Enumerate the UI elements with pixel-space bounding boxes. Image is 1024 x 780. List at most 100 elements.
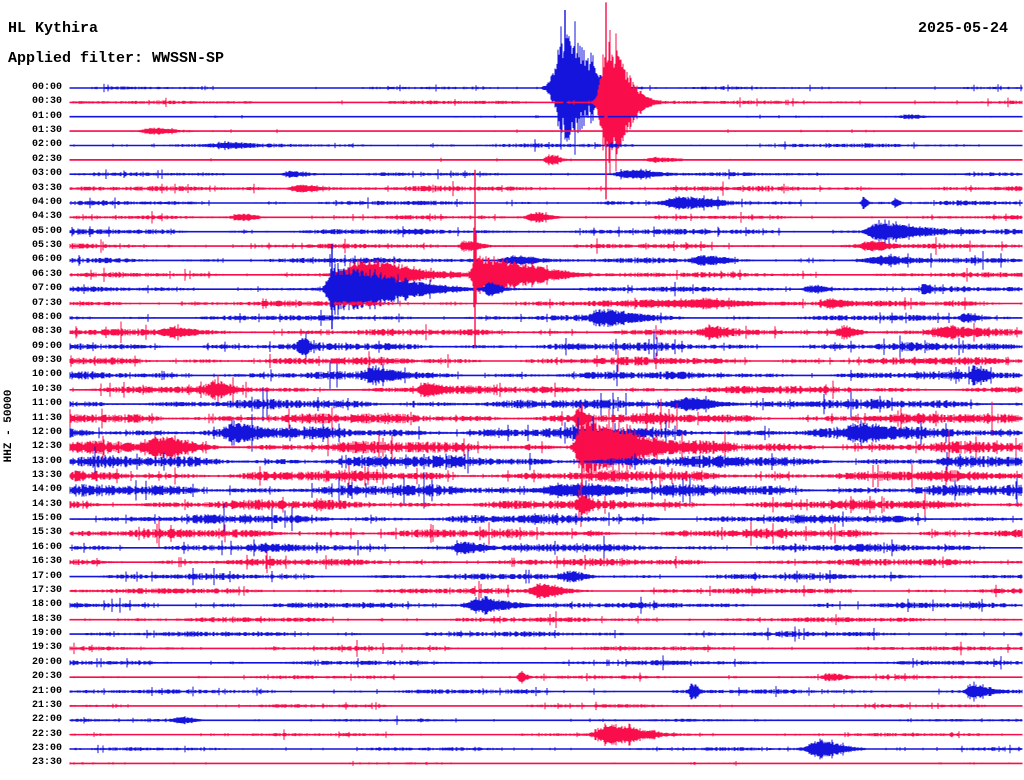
trace-row-0700: [69, 263, 1023, 316]
event-spike-0630: [473, 169, 477, 347]
trace-row-1730: [69, 581, 1023, 601]
trace-row-1100: [69, 387, 1023, 422]
trace-row-2000: [69, 655, 1023, 671]
trace-row-1400: [69, 472, 1023, 509]
date-label: 2025-05-24: [917, 20, 1008, 37]
time-label-0230: 02:30: [31, 153, 62, 165]
time-label-1330: 13:30: [31, 469, 62, 481]
time-label-1230: 12:30: [31, 441, 62, 453]
trace-row-0100: [69, 114, 1023, 120]
trace-row-2330: [69, 760, 1023, 766]
trace-row-1900: [69, 626, 1023, 642]
trace-row-1130: [69, 398, 1023, 439]
trace-row-0630: [69, 252, 1023, 298]
time-label-1830: 18:30: [31, 613, 62, 625]
trace-row-0800: [69, 308, 1023, 327]
time-label-0200: 02:00: [31, 139, 62, 151]
time-label-2230: 22:30: [31, 728, 62, 740]
trace-row-1700: [69, 568, 1023, 586]
time-label-1930: 19:30: [31, 642, 62, 654]
time-label-1100: 11:00: [31, 398, 62, 410]
trace-row-0830: [69, 321, 1023, 343]
time-label-2200: 22:00: [31, 714, 62, 726]
time-label-2130: 21:30: [31, 699, 62, 711]
trace-row-1000: [69, 361, 1023, 389]
trace-row-0200: [69, 139, 1023, 152]
time-label-2000: 20:00: [31, 656, 62, 668]
time-label-0030: 00:30: [31, 96, 62, 108]
time-label-0700: 07:00: [31, 283, 62, 295]
time-label-0430: 04:30: [31, 211, 62, 223]
time-label-0530: 05:30: [31, 240, 62, 252]
time-label-0830: 08:30: [31, 326, 62, 338]
trace-row-2200: [69, 715, 1023, 725]
time-label-0400: 04:00: [31, 196, 62, 208]
time-label-0500: 05:00: [31, 225, 62, 237]
time-label-1530: 15:30: [31, 527, 62, 539]
time-label-0630: 06:30: [31, 268, 62, 280]
trace-row-0300: [69, 168, 1023, 180]
trace-row-0900: [69, 331, 1023, 362]
trace-row-1600: [69, 535, 1023, 560]
trace-row-1830: [69, 611, 1023, 629]
time-label-0600: 06:00: [31, 254, 62, 266]
time-label-0730: 07:30: [31, 297, 62, 309]
trace-row-2300: [69, 738, 1023, 760]
trace-row-0930: [69, 350, 1023, 372]
time-label-1500: 15:00: [31, 513, 62, 525]
trace-row-0400: [69, 195, 1023, 211]
time-label-1030: 10:30: [31, 383, 62, 395]
trace-row-2230: [69, 723, 1023, 746]
time-label-0100: 01:00: [31, 110, 62, 122]
event-spike-0000: [563, 10, 567, 130]
time-label-2330: 23:30: [31, 757, 62, 769]
trace-row-0500: [69, 219, 1023, 244]
time-label-1700: 17:00: [31, 570, 62, 582]
time-label-0300: 03:00: [31, 168, 62, 180]
applied-filter-label: Applied filter: WWSSN-SP: [8, 50, 225, 67]
time-label-1000: 10:00: [31, 369, 62, 381]
time-label-0800: 08:00: [31, 311, 62, 323]
trace-row-1500: [69, 503, 1023, 535]
trace-row-0000: [69, 21, 1023, 155]
time-label-0930: 09:30: [31, 355, 62, 367]
time-label-1800: 18:00: [31, 599, 62, 611]
trace-row-0230: [69, 154, 1023, 166]
time-label-1630: 16:30: [31, 556, 62, 568]
time-label-0000: 00:00: [31, 82, 62, 93]
trace-row-1300: [69, 446, 1023, 477]
time-label-1430: 14:30: [31, 498, 62, 510]
trace-row-2130: [69, 701, 1023, 711]
event-spike-0030: [604, 2, 608, 200]
station-title: HL Kythira: [8, 20, 99, 37]
trace-row-0330: [69, 181, 1023, 197]
trace-row-1630: [69, 551, 1023, 574]
trace-row-1230: [69, 413, 1023, 482]
time-label-2100: 21:00: [31, 685, 62, 697]
trace-row-1030: [69, 374, 1023, 405]
trace-row-1930: [69, 640, 1023, 657]
trace-row-0130: [69, 127, 1023, 135]
time-label-0130: 01:30: [31, 125, 62, 137]
event-spike-0700: [330, 244, 334, 330]
event-spike-1230: [580, 404, 584, 488]
trace-row-0730: [69, 297, 1023, 310]
time-label-1400: 14:00: [31, 484, 62, 496]
trace-row-2030: [69, 670, 1023, 684]
trace-row-0600: [69, 251, 1023, 270]
time-label-1900: 19:00: [31, 628, 62, 640]
trace-row-1430: [69, 482, 1023, 527]
trace-row-0530: [69, 237, 1023, 255]
time-label-2030: 20:30: [31, 671, 62, 683]
time-label-1600: 16:00: [31, 541, 62, 553]
time-label-1300: 13:00: [31, 455, 62, 467]
time-label-2300: 23:00: [31, 743, 62, 755]
trace-row-1530: [69, 519, 1023, 548]
trace-row-1800: [69, 595, 1023, 615]
time-label-0330: 03:30: [31, 182, 62, 194]
trace-row-1330: [69, 461, 1023, 491]
trace-row-0430: [69, 211, 1023, 224]
time-label-0900: 09:00: [31, 340, 62, 352]
